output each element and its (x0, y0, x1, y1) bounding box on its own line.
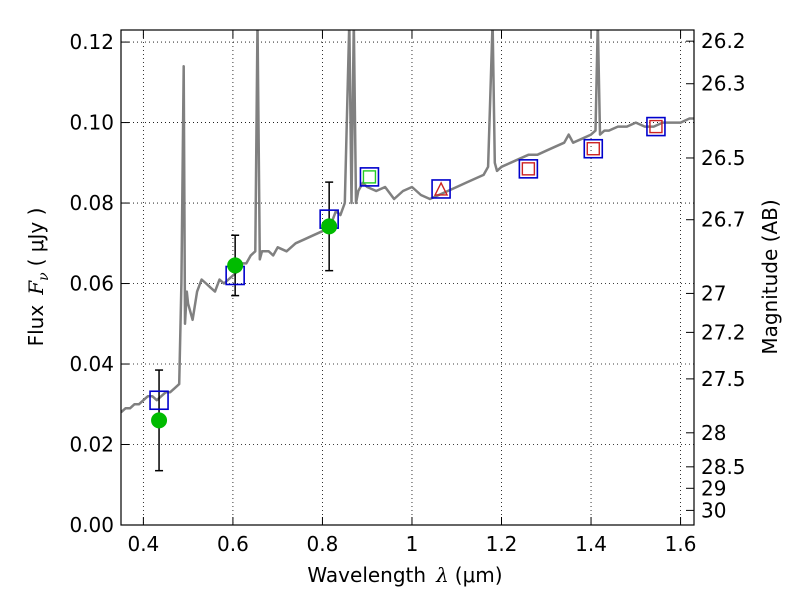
model-flux-box (583, 138, 604, 159)
x-axis-label-symbol: λ (435, 563, 449, 587)
x-tick-label: 1.6 (665, 532, 697, 556)
y2-tick-label: 29 (701, 476, 726, 500)
y-tick-label: 0.06 (69, 272, 114, 296)
model-flux-box (149, 390, 169, 411)
y2-tick-label: 26.2 (701, 29, 746, 53)
observed-layer (151, 218, 338, 429)
model-inner-marker (521, 162, 536, 176)
x-axis-title: Wavelength λ (μm) (307, 563, 502, 587)
y-tick-label: 0.00 (69, 513, 114, 537)
model-layer (149, 116, 666, 411)
model-flux-box (431, 179, 451, 199)
y2-tick-label: 26.3 (701, 72, 746, 96)
x-tick-label: 0.8 (307, 532, 339, 556)
y2-tick-label: 28 (701, 421, 726, 445)
spectrum-line (121, 30, 694, 414)
y-tick-label: 0.12 (69, 30, 114, 54)
observed-flux-point (151, 412, 168, 429)
y-axis-label-unit: ( μJy ) (24, 208, 48, 267)
y2-axis-title: Magnitude (AB) (758, 199, 782, 354)
y2-tick-label: 27.5 (701, 367, 746, 391)
model-inner-marker (649, 119, 663, 134)
y-axis-title: Flux Fν ( μJy ) (24, 208, 52, 347)
model-inner-marker (362, 170, 377, 184)
grid-lines (121, 30, 694, 526)
y-axis-label-subscript: ν (36, 272, 52, 281)
y2-tick-label: 26.5 (701, 146, 746, 170)
y-axis-label-symbol: F (24, 280, 48, 296)
y-tick-label: 0.04 (69, 352, 114, 376)
x-tick-label: 1.2 (486, 532, 518, 556)
spectrum-layer (121, 30, 694, 414)
x-tick-label: 1.4 (575, 532, 607, 556)
y2-tick-label: 27 (701, 281, 726, 305)
model-flux-box (518, 159, 539, 179)
observed-flux-point (321, 218, 338, 235)
plot-frame (120, 29, 695, 526)
y-tick-label: 0.10 (69, 111, 114, 135)
x-axis-label-unit: (μm) (455, 563, 503, 587)
y-axis-label-text: Flux (24, 305, 48, 347)
model-inner-marker (433, 181, 449, 196)
y-tick-label: 0.02 (69, 433, 114, 457)
y2-tick-label: 28.5 (701, 455, 746, 479)
observed-flux-point (227, 257, 244, 274)
y2-tick-label: 27.2 (701, 320, 746, 344)
x-axis-label-text: Wavelength (307, 563, 426, 587)
x-tick-label: 0.4 (127, 532, 159, 556)
y2-tick-label: 26.7 (701, 208, 746, 232)
x-tick-label: 1 (406, 532, 419, 556)
y-tick-label: 0.08 (69, 191, 114, 215)
x-tick-label: 0.6 (217, 532, 249, 556)
y2-tick-label: 30 (701, 498, 726, 522)
model-inner-marker (586, 142, 600, 156)
axis-ticks (121, 30, 694, 526)
model-flux-box (359, 167, 380, 187)
model-flux-box (646, 116, 666, 137)
